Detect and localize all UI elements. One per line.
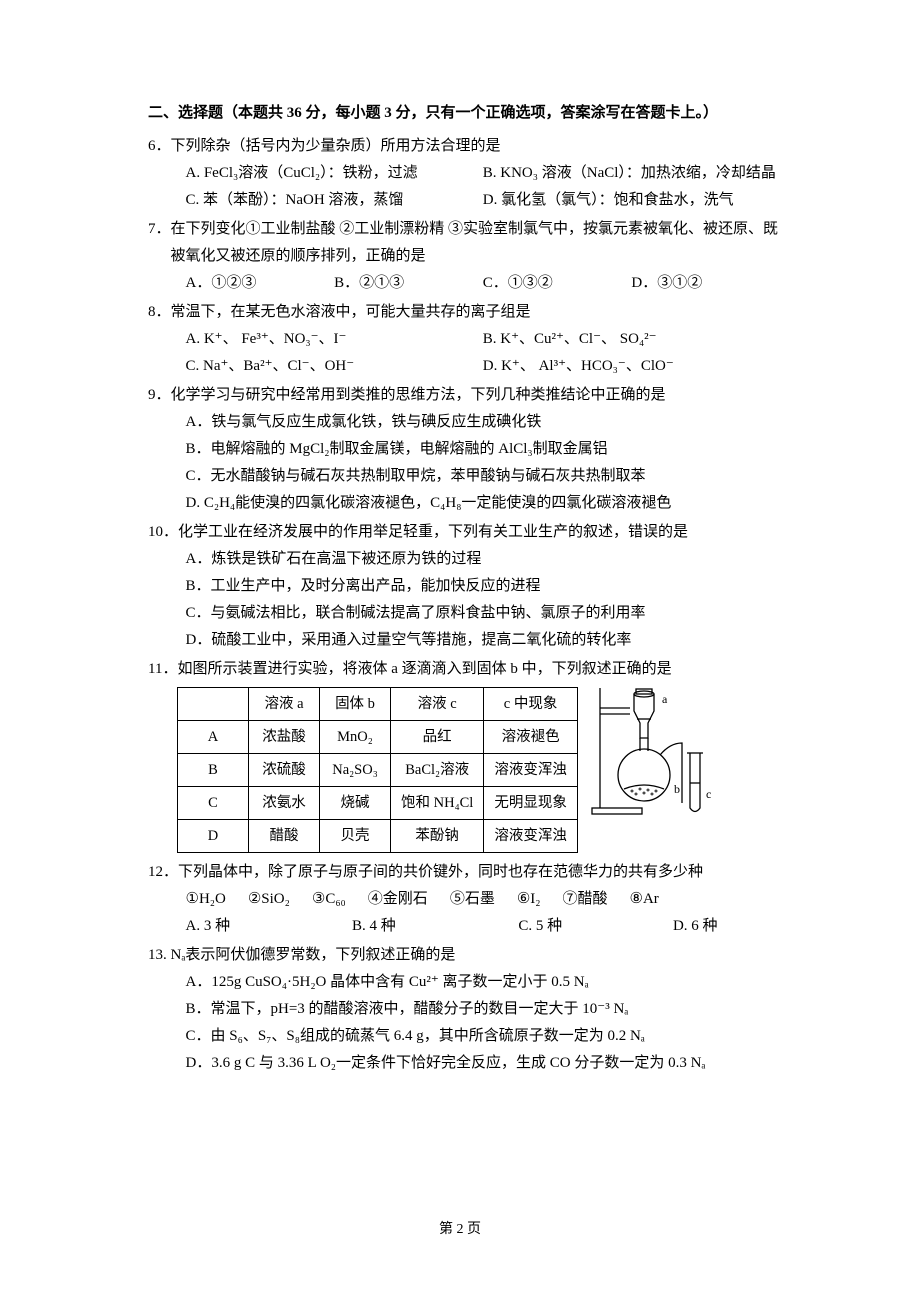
table-cell: 溶液变浑浊 [484, 754, 578, 787]
th-a: 溶液 a [249, 688, 320, 721]
q6-opt-c: C. 苯（苯酚）：NaOH 溶液，蒸馏 [186, 187, 483, 214]
table-cell: 醋酸 [249, 820, 320, 853]
label-a: a [662, 692, 668, 706]
q6-opt-d: D. 氯化氢（氯气）：饱和食盐水，洗气 [483, 187, 780, 214]
q12-stem: 12．下列晶体中，除了原子与原子间的共价键外，同时也存在范德华力的共有多少种 [148, 859, 780, 886]
label-c: c [706, 787, 711, 801]
table-cell: D [178, 820, 249, 853]
table-row: A浓盐酸MnO₂品红溶液褪色 [178, 721, 578, 754]
q8-opt-c: C. Na⁺、Ba²⁺、Cl⁻、OH⁻ [186, 353, 483, 380]
q11-stem: 11．如图所示装置进行实验，将液体 a 逐滴滴入到固体 b 中，下列叙述正确的是 [148, 656, 780, 683]
q13-opt-b: B．常温下，pH=3 的醋酸溶液中，醋酸分子的数目一定大于 10⁻³ Nₐ [148, 996, 780, 1023]
q9-stem: 9．化学学习与研究中经常用到类推的思维方法，下列几种类推结论中正确的是 [148, 382, 780, 409]
q8-opt-a: A. K⁺、 Fe³⁺、NO₃⁻、I⁻ [186, 326, 483, 353]
page: 二、选择题（本题共 36 分，每小题 3 分，只有一个正确选项，答案涂写在答题卡… [0, 0, 920, 1302]
q12-item-2: ②SiO₂ [248, 886, 290, 913]
q10-opt-b: B．工业生产中，及时分离出产品，能加快反应的进程 [148, 573, 780, 600]
question-7: 7．在下列变化①工业制盐酸 ②工业制漂粉精 ③实验室制氯气中，按氯元素被氧化、被… [148, 216, 780, 297]
q11-table: 溶液 a 固体 b 溶液 c c 中现象 A浓盐酸MnO₂品红溶液褪色B浓硫酸N… [177, 687, 578, 853]
question-13: 13. Nₐ表示阿伏伽德罗常数，下列叙述正确的是 A．125g CuSO₄·5H… [148, 942, 780, 1077]
q12-opt-a: A. 3 种 [186, 913, 352, 940]
q12-item-7: ⑦醋酸 [563, 886, 608, 913]
q7-opt-c: C．①③② [483, 270, 632, 297]
apparatus-diagram: a b c [590, 683, 720, 818]
table-cell: 浓氨水 [249, 787, 320, 820]
q12-item-4: ④金刚石 [368, 886, 428, 913]
q10-opt-a: A．炼铁是铁矿石在高温下被还原为铁的过程 [148, 546, 780, 573]
q6-opt-a: A. FeCl₃溶液（CuCl₂）：铁粉，过滤 [186, 160, 483, 187]
table-cell: 溶液褪色 [484, 721, 578, 754]
q13-opt-d: D．3.6 g C 与 3.36 L O₂一定条件下恰好完全反应，生成 CO 分… [148, 1050, 780, 1077]
q12-opt-d: D. 6 种 [673, 913, 780, 940]
question-11: 11．如图所示装置进行实验，将液体 a 逐滴滴入到固体 b 中，下列叙述正确的是… [148, 656, 780, 857]
q12-item-6: ⑥I₂ [517, 886, 541, 913]
question-6: 6．下列除杂（括号内为少量杂质）所用方法合理的是 A. FeCl₃溶液（CuCl… [148, 133, 780, 214]
q8-opt-b: B. K⁺、Cu²⁺、Cl⁻、 SO₄²⁻ [483, 326, 780, 353]
q12-items: ①H₂O ②SiO₂ ③C₆₀ ④金刚石 ⑤石墨 ⑥I₂ ⑦醋酸 ⑧Ar [148, 886, 780, 913]
th-blank [178, 688, 249, 721]
q12-opt-c: C. 5 种 [518, 913, 673, 940]
table-header-row: 溶液 a 固体 b 溶液 c c 中现象 [178, 688, 578, 721]
question-9: 9．化学学习与研究中经常用到类推的思维方法，下列几种类推结论中正确的是 A．铁与… [148, 382, 780, 517]
th-phen: c 中现象 [484, 688, 578, 721]
table-cell: 浓硫酸 [249, 754, 320, 787]
table-cell: 溶液变浑浊 [484, 820, 578, 853]
section-title: 二、选择题（本题共 36 分，每小题 3 分，只有一个正确选项，答案涂写在答题卡… [148, 100, 780, 127]
q9-opt-b: B．电解熔融的 MgCl₂制取金属镁，电解熔融的 AlCl₃制取金属铝 [148, 436, 780, 463]
q7-opt-d: D．③①② [631, 270, 780, 297]
q12-item-8: ⑧Ar [630, 886, 659, 913]
q11-tbody: A浓盐酸MnO₂品红溶液褪色B浓硫酸Na₂SO₃BaCl₂溶液溶液变浑浊C浓氨水… [178, 721, 578, 853]
q8-stem: 8．常温下，在某无色水溶液中，可能大量共存的离子组是 [148, 299, 780, 326]
q8-opt-d: D. K⁺、 Al³⁺、HCO₃⁻、ClO⁻ [483, 353, 780, 380]
table-cell: 贝壳 [320, 820, 391, 853]
q10-opt-c: C．与氨碱法相比，联合制碱法提高了原料食盐中钠、氯原子的利用率 [148, 600, 780, 627]
table-row: C浓氨水烧碱饱和 NH₄Cl无明显现象 [178, 787, 578, 820]
q12-opt-b: B. 4 种 [352, 913, 518, 940]
q7-opt-a: A．①②③ [186, 270, 335, 297]
q10-stem: 10．化学工业在经济发展中的作用举足轻重，下列有关工业生产的叙述，错误的是 [148, 519, 780, 546]
th-b: 固体 b [320, 688, 391, 721]
q12-item-1: ①H₂O [186, 886, 226, 913]
table-row: D醋酸贝壳苯酚钠溶液变浑浊 [178, 820, 578, 853]
q13-stem: 13. Nₐ表示阿伏伽德罗常数，下列叙述正确的是 [148, 942, 780, 969]
q6-stem: 6．下列除杂（括号内为少量杂质）所用方法合理的是 [148, 133, 780, 160]
table-cell: 无明显现象 [484, 787, 578, 820]
q13-opt-c: C．由 S₆、S₇、S₈组成的硫蒸气 6.4 g，其中所含硫原子数一定为 0.2… [148, 1023, 780, 1050]
q12-item-3: ③C₆₀ [312, 886, 346, 913]
table-cell: A [178, 721, 249, 754]
table-cell: Na₂SO₃ [320, 754, 391, 787]
table-cell: 烧碱 [320, 787, 391, 820]
question-10: 10．化学工业在经济发展中的作用举足轻重，下列有关工业生产的叙述，错误的是 A．… [148, 519, 780, 654]
q9-opt-d: D. C₂H₄能使溴的四氯化碳溶液褪色，C₄H₈一定能使溴的四氯化碳溶液褪色 [148, 490, 780, 517]
q12-item-5: ⑤石墨 [450, 886, 495, 913]
table-cell: 浓盐酸 [249, 721, 320, 754]
q6-opt-b: B. KNO₃ 溶液（NaCl）：加热浓缩，冷却结晶 [483, 160, 780, 187]
q13-opt-a: A．125g CuSO₄·5H₂O 晶体中含有 Cu²⁺ 离子数一定小于 0.5… [148, 969, 780, 996]
table-cell: MnO₂ [320, 721, 391, 754]
th-c: 溶液 c [391, 688, 484, 721]
label-b: b [674, 782, 680, 796]
q9-opt-c: C．无水醋酸钠与碱石灰共热制取甲烷，苯甲酸钠与碱石灰共热制取苯 [148, 463, 780, 490]
table-cell: C [178, 787, 249, 820]
table-cell: BaCl₂溶液 [391, 754, 484, 787]
question-8: 8．常温下，在某无色水溶液中，可能大量共存的离子组是 A. K⁺、 Fe³⁺、N… [148, 299, 780, 380]
q7-stem: 7．在下列变化①工业制盐酸 ②工业制漂粉精 ③实验室制氯气中，按氯元素被氧化、被… [148, 216, 780, 270]
table-cell: 饱和 NH₄Cl [391, 787, 484, 820]
table-cell: 苯酚钠 [391, 820, 484, 853]
table-cell: B [178, 754, 249, 787]
page-footer: 第 2 页 [0, 1217, 920, 1242]
question-12: 12．下列晶体中，除了原子与原子间的共价键外，同时也存在范德华力的共有多少种 ①… [148, 859, 780, 940]
table-cell: 品红 [391, 721, 484, 754]
table-row: B浓硫酸Na₂SO₃BaCl₂溶液溶液变浑浊 [178, 754, 578, 787]
q10-opt-d: D．硫酸工业中，采用通入过量空气等措施，提高二氧化硫的转化率 [148, 627, 780, 654]
q7-opt-b: B．②①③ [334, 270, 483, 297]
q9-opt-a: A．铁与氯气反应生成氯化铁，铁与碘反应生成碘化铁 [148, 409, 780, 436]
